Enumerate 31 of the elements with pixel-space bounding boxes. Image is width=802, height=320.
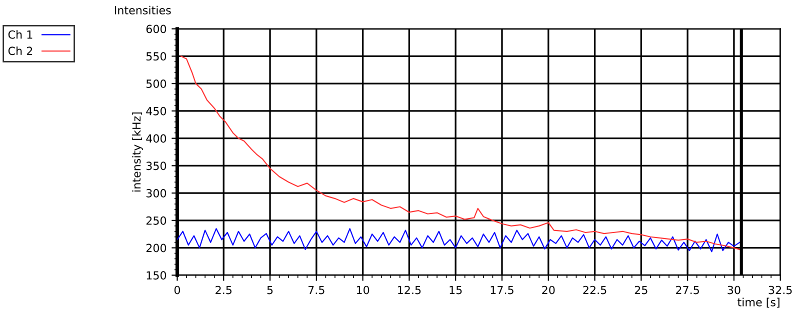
x-tick-label: 0	[174, 286, 180, 294]
x-axis-title: time [s]	[738, 298, 780, 308]
chart-title: Intensities	[114, 6, 171, 14]
x-tick-label: 32.5	[768, 286, 792, 294]
y-tick-label: 200	[146, 244, 166, 252]
x-tick-label: 15	[450, 286, 462, 294]
line-series	[180, 56, 742, 251]
x-tick-label: 10	[356, 286, 370, 294]
x-tick-label: 7.5	[308, 286, 324, 294]
x-tick-label: 2.5	[216, 286, 232, 294]
x-tick-label: 12.5	[398, 286, 421, 294]
y-tick-label: 250	[146, 216, 166, 225]
y-tick-label: 150	[146, 271, 166, 280]
y-tick-label: 350	[146, 162, 166, 170]
y-tick-label: 500	[146, 80, 166, 88]
legend-label: Ch 1	[8, 30, 32, 39]
x-tick-label: 22.5	[583, 286, 606, 294]
x-tick-label: 25	[634, 286, 648, 294]
y-tick-label: 450	[146, 106, 166, 116]
x-tick-label: 5	[267, 286, 273, 294]
y-tick-label: 550	[146, 52, 166, 61]
y-tick-label: 300	[146, 189, 166, 198]
x-tick-label: 30	[728, 286, 740, 294]
x-tick-label: 17.5	[490, 286, 514, 294]
x-tick-label: 20	[542, 286, 555, 294]
y-axis-title: intensity [kHz]	[132, 112, 143, 192]
x-tick-label: 27.5	[676, 286, 699, 294]
legend-label: Ch 2	[8, 46, 32, 56]
y-tick-label: 600	[146, 24, 166, 34]
y-tick-label: 400	[146, 134, 166, 143]
line-series	[177, 228, 742, 252]
